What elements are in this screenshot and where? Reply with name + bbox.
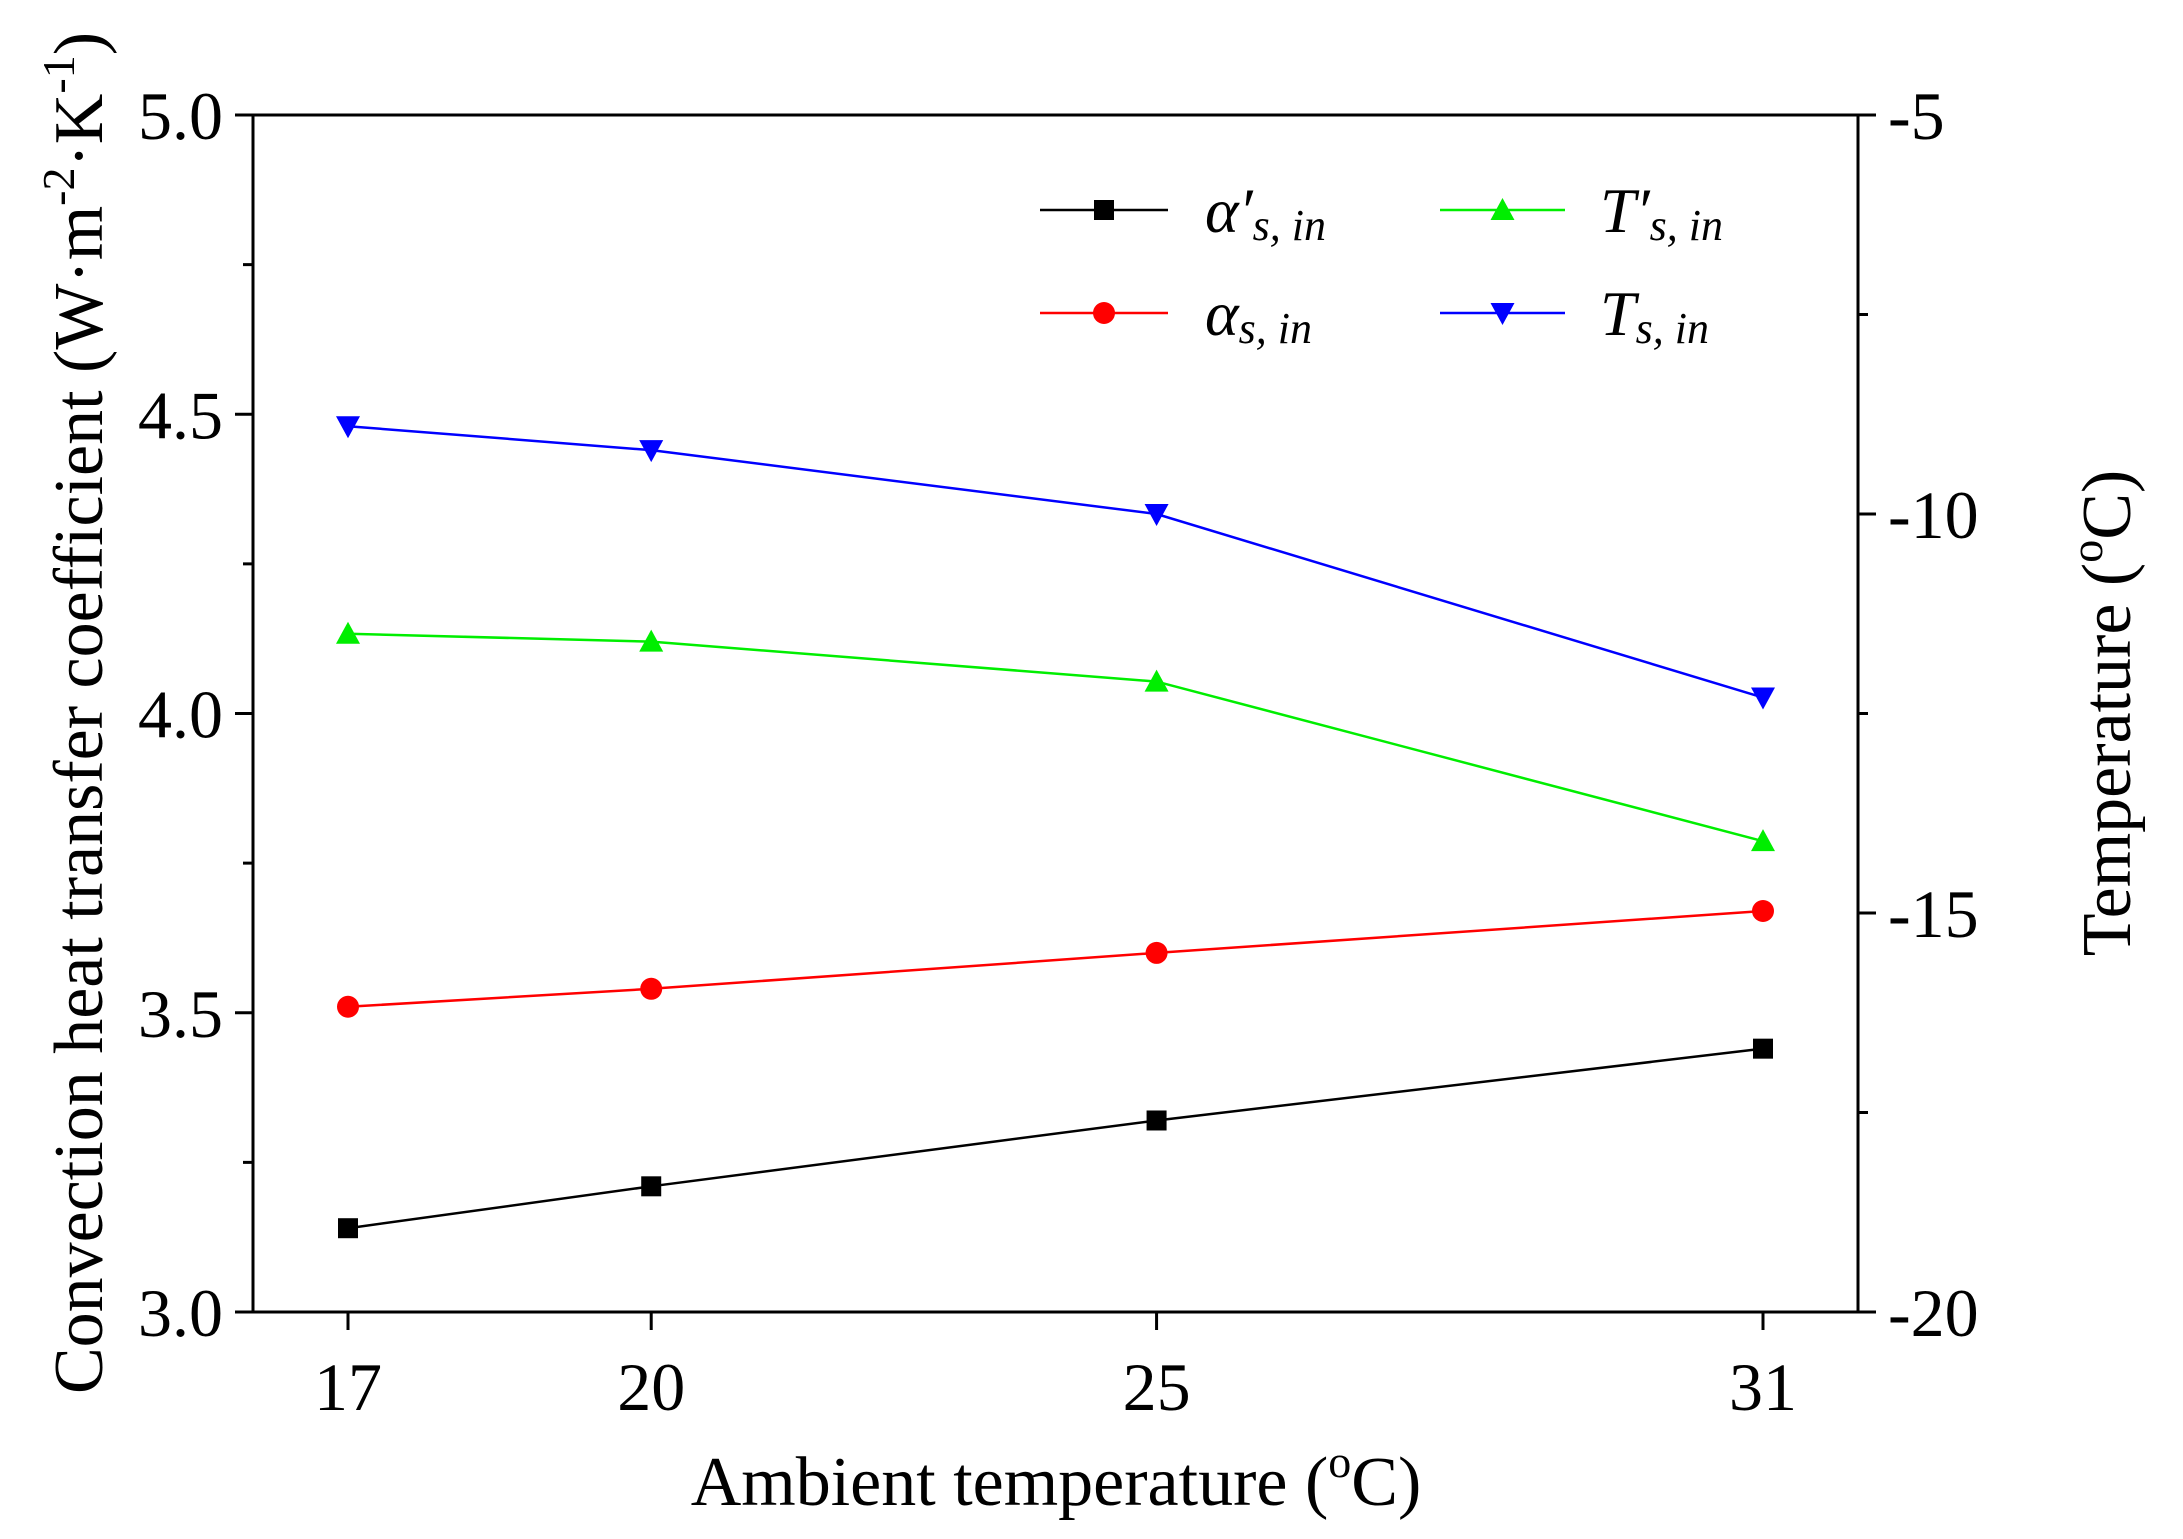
x-tick-label: 31 [1729, 1349, 1797, 1425]
y2-tick-label: -5 [1888, 78, 1945, 154]
y-tick-label: 5.0 [138, 78, 223, 154]
data-point [641, 1176, 662, 1197]
legend-label: α′s, in [1205, 175, 1326, 250]
y-tick-label: 3.5 [138, 976, 223, 1052]
y-tick-label: 4.0 [138, 677, 223, 753]
legend-marker [1490, 303, 1515, 325]
data-point [1753, 1038, 1773, 1059]
data-point [640, 977, 663, 1000]
y-title-text: ) [41, 32, 118, 55]
legend-subscript: s, in [1636, 304, 1709, 353]
series-1 [338, 1038, 1773, 1239]
series-line [347, 909, 1764, 1009]
y-tick-label: 4.5 [138, 377, 223, 453]
data-point [1752, 900, 1774, 923]
legend-label: T′s, in [1600, 175, 1723, 250]
y2-title-text: C) [2069, 470, 2146, 540]
series-3 [336, 621, 1775, 852]
x-tick-label: 17 [314, 1349, 382, 1425]
y2-title-text: Temperature ( [2069, 563, 2146, 956]
y2-axis-title: Temperature (oC) [2061, 470, 2146, 956]
data-point [1145, 941, 1168, 964]
y2-tick-label: -20 [1888, 1275, 1979, 1351]
y-title-text: Convection heat transfer coefficient (W·… [41, 206, 118, 1394]
legend-symbol: T′ [1600, 175, 1651, 246]
series-line [347, 1047, 1764, 1230]
legend-label: αs, in [1205, 278, 1312, 353]
data-point [337, 995, 359, 1018]
legend-marker [1093, 302, 1115, 324]
data-point [1144, 504, 1169, 526]
x-title-sup: o [1328, 1436, 1351, 1487]
legend-subscript: s, in [1239, 304, 1312, 353]
data-point [639, 629, 664, 652]
axis-ticks: 17 20 25 31 3.0 3.5 4.0 4.5 5.0 -20 -15 -10 -5 [138, 78, 1979, 1425]
legend-symbol: α′ [1205, 175, 1254, 246]
series-line [347, 424, 1764, 699]
y2-tick-label: -10 [1888, 477, 1979, 553]
x-tick-label: 20 [617, 1349, 685, 1425]
legend-subscript: s, in [1253, 201, 1326, 250]
x-axis-title: Ambient temperature (oC) [691, 1436, 1422, 1521]
data-point [1146, 1110, 1167, 1131]
legend-item: αs, in [1040, 278, 1312, 353]
data-point [1751, 687, 1775, 710]
series-4 [336, 416, 1775, 710]
data-point [1751, 829, 1775, 852]
y-tick-label: 3.0 [138, 1275, 223, 1351]
y-axis-title: Convection heat transfer coefficient (W·… [33, 32, 118, 1394]
x-title-text: Ambient temperature ( [691, 1444, 1329, 1521]
legend-item: Ts, in [1440, 278, 1709, 353]
y-title-sup: -2 [33, 167, 84, 205]
series-line [347, 632, 1764, 843]
y-title-text: ·K [41, 94, 118, 168]
legend-marker [1094, 200, 1114, 220]
y2-title-sup: o [2061, 540, 2112, 563]
data-point [1144, 669, 1169, 692]
y2-tick-label: -15 [1888, 876, 1979, 952]
series-layer [336, 416, 1775, 1239]
data-point [336, 416, 360, 439]
data-point [338, 1218, 358, 1239]
legend-symbol: α [1205, 278, 1240, 349]
legend-subscript: s, in [1650, 201, 1723, 250]
legend-symbol: T [1600, 278, 1640, 349]
legend-item: T′s, in [1440, 175, 1723, 250]
series-2 [337, 900, 1774, 1018]
x-tick-label: 25 [1123, 1349, 1191, 1425]
data-point [639, 440, 664, 463]
y-title-sup: -1 [33, 55, 84, 93]
x-title-text: C) [1351, 1444, 1421, 1521]
legend-marker [1490, 198, 1515, 220]
legend-label: Ts, in [1600, 278, 1709, 353]
legend-item: α′s, in [1040, 175, 1326, 250]
data-point [336, 621, 360, 644]
